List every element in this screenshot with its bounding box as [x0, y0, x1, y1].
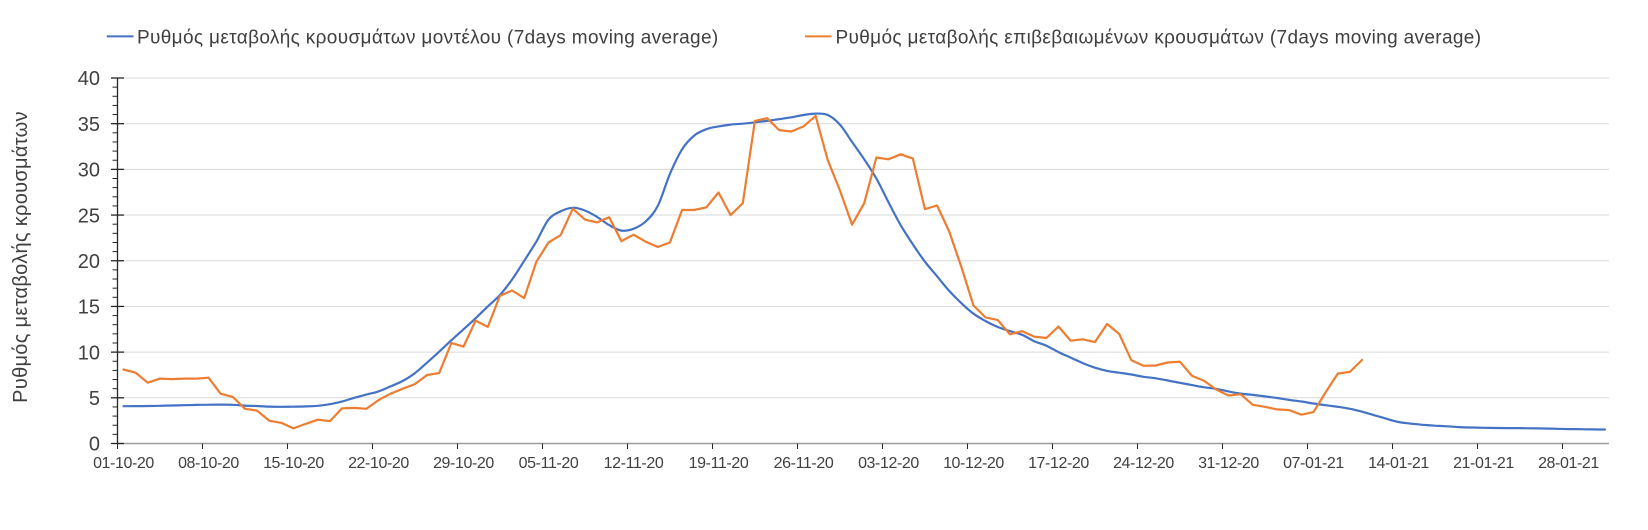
svg-text:10: 10: [78, 342, 100, 364]
svg-text:40: 40: [78, 68, 100, 90]
svg-text:Ρυθμός μεταβολής κρουσμάτων: Ρυθμός μεταβολής κρουσμάτων: [10, 111, 32, 403]
svg-text:22-10-20: 22-10-20: [348, 455, 409, 472]
svg-text:28-01-21: 28-01-21: [1538, 455, 1599, 472]
svg-text:12-11-20: 12-11-20: [604, 455, 664, 472]
svg-text:25: 25: [78, 205, 100, 227]
svg-text:03-12-20: 03-12-20: [858, 455, 919, 472]
svg-text:20: 20: [78, 251, 100, 273]
svg-text:31-12-20: 31-12-20: [1198, 455, 1259, 472]
svg-text:14-01-21: 14-01-21: [1368, 455, 1429, 472]
svg-text:19-11-20: 19-11-20: [689, 455, 749, 472]
svg-text:5: 5: [89, 388, 100, 410]
svg-text:35: 35: [78, 114, 100, 136]
svg-text:01-10-20: 01-10-20: [93, 455, 154, 472]
svg-text:15: 15: [78, 297, 100, 319]
svg-text:05-11-20: 05-11-20: [519, 455, 579, 472]
svg-text:0: 0: [89, 434, 100, 456]
svg-text:17-12-20: 17-12-20: [1028, 455, 1089, 472]
svg-text:30: 30: [78, 160, 100, 182]
svg-text:29-10-20: 29-10-20: [433, 455, 494, 472]
svg-text:26-11-20: 26-11-20: [774, 455, 834, 472]
svg-text:15-10-20: 15-10-20: [263, 455, 324, 472]
svg-text:07-01-21: 07-01-21: [1283, 455, 1344, 472]
svg-text:21-01-21: 21-01-21: [1453, 455, 1514, 472]
svg-text:08-10-20: 08-10-20: [178, 455, 239, 472]
svg-text:24-12-20: 24-12-20: [1113, 455, 1174, 472]
svg-text:10-12-20: 10-12-20: [943, 455, 1004, 472]
svg-text:Ρυθμός μεταβολής επιβεβαιωμένω: Ρυθμός μεταβολής επιβεβαιωμένων κρουσμάτ…: [836, 28, 1482, 49]
svg-text:Ρυθμός μεταβολής κρουσμάτων μο: Ρυθμός μεταβολής κρουσμάτων μοντέλου (7d…: [137, 28, 719, 49]
